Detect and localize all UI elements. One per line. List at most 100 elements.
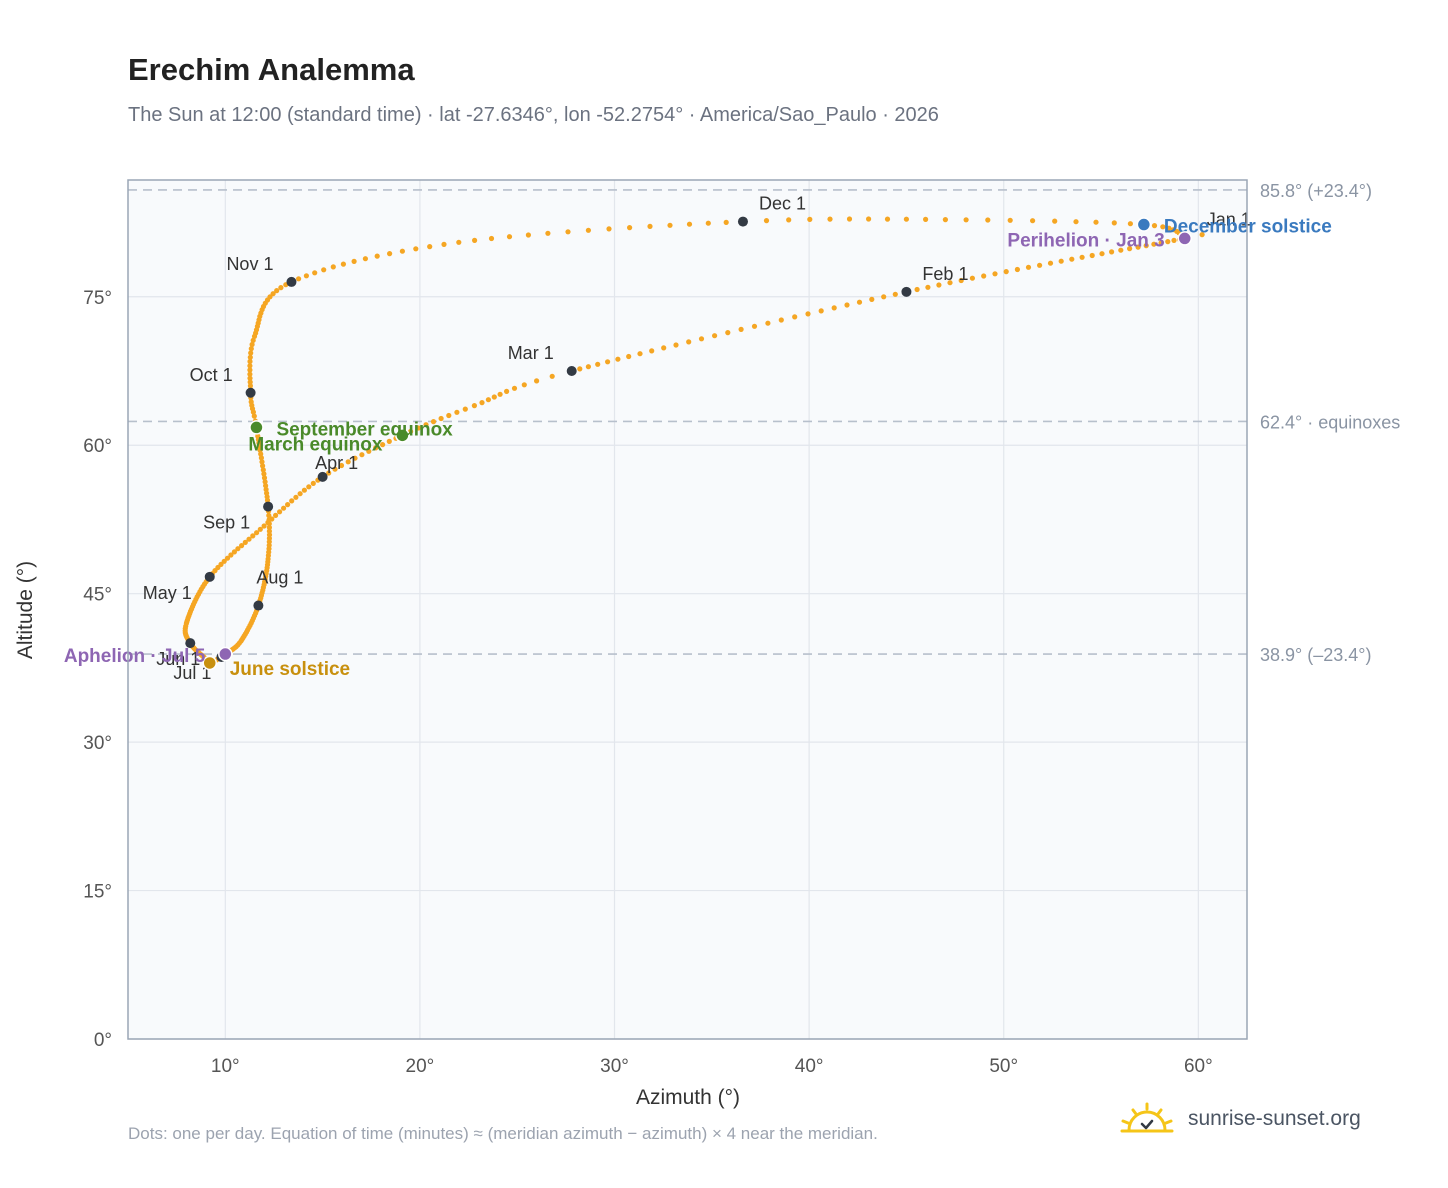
daily-sun-dot xyxy=(1079,254,1085,260)
daily-sun-dot xyxy=(362,256,368,262)
daily-sun-dot xyxy=(1111,220,1117,226)
daily-sun-dot xyxy=(869,296,875,302)
daily-sun-dot xyxy=(427,244,433,250)
x-tick-label: 60° xyxy=(1184,1056,1213,1077)
daily-sun-dot xyxy=(332,466,338,472)
daily-sun-dot xyxy=(261,471,267,477)
daily-sun-dot xyxy=(274,288,280,294)
daily-sun-dot xyxy=(947,280,953,286)
event-label: September equinox xyxy=(276,419,453,440)
daily-sun-dot xyxy=(438,415,444,422)
daily-sun-dot xyxy=(751,323,758,329)
daily-sun-dot xyxy=(399,248,405,254)
daily-sun-dot xyxy=(338,462,345,469)
daily-sun-dot xyxy=(221,558,227,564)
daily-sun-dot xyxy=(321,267,327,273)
daily-sun-dot xyxy=(301,487,307,493)
month-marker-label: Jul 1 xyxy=(173,663,211,683)
daily-sun-dot xyxy=(247,367,253,373)
daily-sun-dot xyxy=(1143,243,1149,249)
daily-sun-dot xyxy=(1151,223,1158,229)
daily-sun-dot xyxy=(1158,240,1164,246)
daily-sun-dot xyxy=(1093,219,1099,225)
brand[interactable]: sunrise-sunset.org xyxy=(1120,1102,1361,1136)
daily-sun-dot xyxy=(705,220,711,226)
daily-sun-dot xyxy=(242,539,248,546)
daily-sun-dot xyxy=(942,217,949,223)
y-axis-label: Altitude (°) xyxy=(14,561,37,659)
month-marker-dot xyxy=(253,600,264,611)
daily-sun-dot xyxy=(257,526,263,532)
daily-sun-dot xyxy=(310,480,316,486)
daily-sun-dot xyxy=(249,341,255,348)
daily-sun-dot xyxy=(248,399,254,405)
daily-sun-dot xyxy=(626,353,632,360)
daily-sun-dot xyxy=(479,400,485,406)
daily-sun-dot xyxy=(884,216,891,222)
daily-sun-dot xyxy=(511,385,518,391)
daily-sun-dot xyxy=(521,382,527,388)
daily-sun-dot xyxy=(266,517,272,523)
daily-sun-dot xyxy=(723,219,729,225)
x-tick-label: 50° xyxy=(989,1056,1018,1077)
month-marker-dot xyxy=(566,365,577,376)
daily-sun-dot xyxy=(430,419,437,425)
daily-sun-dot xyxy=(471,403,477,409)
daily-sun-dot xyxy=(686,221,693,227)
daily-sun-dot xyxy=(1118,247,1124,253)
daily-sun-dot xyxy=(386,438,392,444)
month-marker-label: Mar 1 xyxy=(508,343,554,363)
y-tick-label: 75° xyxy=(83,288,112,309)
month-marker-dot xyxy=(317,471,328,482)
daily-sun-dot xyxy=(1089,252,1095,259)
daily-sun-dot xyxy=(712,333,718,339)
daily-sun-dot xyxy=(235,546,241,552)
daily-sun-dot xyxy=(266,528,272,534)
daily-sun-dot xyxy=(261,475,268,481)
daily-sun-dot xyxy=(278,285,284,291)
daily-sun-dot xyxy=(1003,269,1009,275)
daily-sun-dot xyxy=(846,216,853,222)
month-marker-dot xyxy=(204,571,215,582)
daily-sun-dot xyxy=(345,459,351,465)
daily-sun-dot xyxy=(261,523,267,529)
daily-sun-dot xyxy=(247,383,253,389)
daily-sun-dot xyxy=(698,336,705,342)
month-marker-label: Jan 1 xyxy=(1207,209,1251,229)
daily-sun-dot xyxy=(605,359,611,365)
daily-sun-dot xyxy=(844,302,850,308)
daily-sun-dot xyxy=(1127,246,1133,252)
daily-sun-dot xyxy=(549,373,555,379)
daily-sun-dot xyxy=(266,524,272,531)
daily-sun-dot xyxy=(992,271,998,277)
month-marker-dot xyxy=(286,276,297,287)
sun-logo-icon xyxy=(1120,1102,1174,1133)
daily-sun-dot xyxy=(1058,258,1064,264)
reference-lines: 85.8° (+23.4°) 62.4° · equinoxes 38.9° (–2… xyxy=(128,181,1400,665)
daily-sun-dot xyxy=(266,521,272,527)
daily-sun-dot xyxy=(254,530,260,536)
daily-sun-dot xyxy=(340,261,346,267)
event-label: March equinox xyxy=(248,434,383,455)
daily-sun-dot xyxy=(1160,224,1166,230)
daily-sun-dot xyxy=(259,459,265,465)
daily-sun-dot xyxy=(792,314,798,320)
daily-sun-dot xyxy=(963,217,969,223)
daily-sun-dot xyxy=(1073,219,1079,225)
chart-title: Erechim Analemma xyxy=(128,52,415,87)
daily-sun-dot xyxy=(281,505,287,511)
daily-sun-dot xyxy=(289,498,295,504)
daily-sun-dot xyxy=(247,371,253,377)
event-label: Aphelion · Jul 5 xyxy=(64,646,206,667)
daily-sun-dot xyxy=(981,273,987,279)
daily-sun-dot xyxy=(228,552,234,558)
event-marker-dot xyxy=(1177,231,1192,246)
month-marker-label: May 1 xyxy=(143,583,192,603)
daily-sun-dot xyxy=(958,277,964,284)
x-tick-label: 30° xyxy=(600,1056,629,1077)
daily-sun-dot xyxy=(485,397,491,403)
daily-sun-dot xyxy=(260,467,266,473)
month-marker-label: Nov 1 xyxy=(226,254,273,274)
daily-sun-dot xyxy=(491,394,497,400)
reference-line-label: 38.9° (–23.4°) xyxy=(1260,645,1371,665)
